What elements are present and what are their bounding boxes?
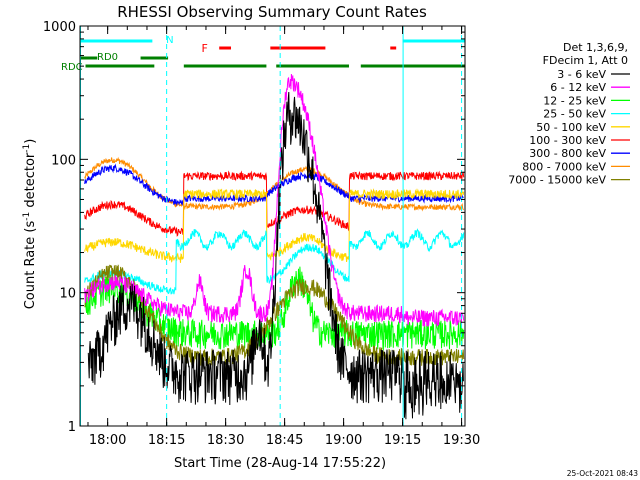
y-tick-label: 10 [59,287,76,302]
legend-entry-label: 12 - 25 keV [543,94,606,107]
y-axis-label-end: ) [23,139,38,144]
y-tick-label: 1000 [43,20,76,35]
flag-label-n: N [166,35,173,46]
x-tick-label: 19:15 [384,433,421,448]
series-line-25-50keV [84,228,465,295]
legend-entry-label: 300 - 800 keV [529,147,606,160]
y-axis-label-main: Count Rate (s [23,221,38,310]
y-tick-label: 100 [51,153,76,168]
flags-layer: N F RD0 RDC [61,35,465,73]
series-line-6-12keV [84,73,465,327]
svg-text:Count Rate (s-1 detector-1): Count Rate (s-1 detector-1) [22,139,38,310]
series-line-12-25keV [84,266,465,352]
y-axis-label: Count Rate (s-1 detector-1) [22,139,38,310]
legend-entry-label: 50 - 100 keV [536,121,606,134]
flag-label-rd0: RD0 [97,52,118,63]
x-tick-label: 18:15 [148,433,185,448]
x-axis-label: Start Time (28-Aug-14 17:55:22) [174,456,386,471]
footer-timestamp: 25-Oct-2021 08:43 [567,469,638,478]
legend-entry-label: 100 - 300 keV [529,134,606,147]
series-line-100-300keV [84,170,465,237]
series-line-300-800keV [84,163,464,207]
series-line-800-7000keV [84,156,464,212]
series-layer [84,73,465,420]
x-tick-label: 18:30 [207,433,244,448]
ticks-layer: 18:00 18:15 18:30 18:45 19:00 19:15 19:30 1 10 10… [43,20,480,448]
legend-entry-label: 3 - 6 keV [557,68,606,81]
legend-entry-label: 800 - 7000 keV [522,160,606,173]
series-line-7000-15000keV [84,264,465,367]
x-tick-label: 19:00 [325,433,362,448]
legend-entry-label: 6 - 12 keV [550,81,606,94]
plot-frame [79,25,466,427]
legend-header: Det 1,3,6,9, [563,41,628,54]
legend-entry-label: 7000 - 15000 keV [508,174,606,187]
x-tick-label: 18:45 [266,433,303,448]
x-tick-label: 18:00 [89,433,126,448]
flag-label-f: F [202,42,208,55]
flag-label-rdc: RDC [61,62,83,73]
y-axis-label-sup2: -1 [22,144,32,153]
y-axis-label-sup1: -1 [22,212,32,221]
chart-title: RHESSI Observing Summary Count Rates [117,3,427,21]
x-tick-label: 19:30 [443,433,480,448]
y-tick-label: 1 [68,420,76,435]
legend-entry-label: 25 - 50 keV [543,108,606,121]
y-axis-label-mid: detector [23,152,38,212]
series-line-3-6keV [87,91,464,420]
legend-header: FDecim 1, Att 0 [543,54,628,67]
